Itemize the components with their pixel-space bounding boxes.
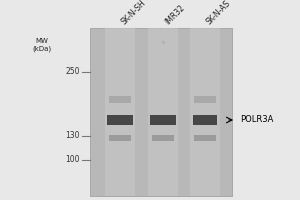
Bar: [190, 28, 220, 196]
Bar: [105, 28, 135, 196]
Text: SK-N-AS: SK-N-AS: [205, 0, 233, 26]
Bar: [152, 135, 174, 141]
Bar: [150, 115, 176, 125]
Bar: [193, 115, 217, 125]
Bar: [109, 96, 131, 102]
Bar: [90, 28, 232, 196]
Text: POLR3A: POLR3A: [240, 116, 273, 124]
Text: 130: 130: [65, 132, 80, 140]
Text: SK-N-SH: SK-N-SH: [120, 0, 148, 26]
Bar: [194, 135, 216, 141]
Text: 100: 100: [65, 156, 80, 164]
Bar: [107, 115, 133, 125]
Text: MW
(kDa): MW (kDa): [32, 38, 52, 51]
Bar: [148, 28, 178, 196]
Text: 250: 250: [65, 68, 80, 76]
Bar: [109, 135, 131, 141]
Bar: [194, 96, 216, 102]
Text: IMR32: IMR32: [163, 3, 186, 26]
